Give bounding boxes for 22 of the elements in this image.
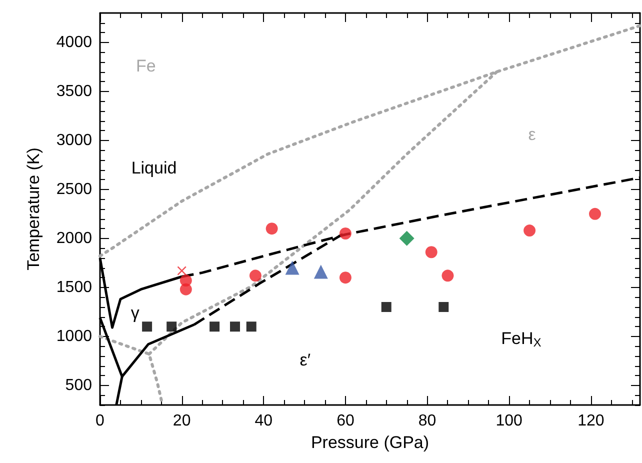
x-tick-label: 120 bbox=[578, 412, 604, 430]
annotation: Liquid bbox=[131, 158, 177, 178]
x-tick-label: 80 bbox=[418, 412, 436, 430]
annotation: γ bbox=[130, 303, 140, 322]
x-tick-label: 100 bbox=[496, 412, 523, 430]
annotation: Fe bbox=[136, 56, 156, 76]
y-axis-title: Temperature (K) bbox=[24, 148, 43, 270]
annotation: ε′ bbox=[300, 350, 311, 370]
x-tick-label: 40 bbox=[254, 412, 273, 430]
annotation: ε bbox=[528, 125, 536, 144]
y-tick-label: 3500 bbox=[56, 82, 92, 100]
y-tick-label: 500 bbox=[65, 376, 92, 394]
y-tick-label: 1000 bbox=[56, 328, 92, 345]
x-tick-label: 20 bbox=[172, 412, 191, 430]
x-tick-label: 60 bbox=[336, 412, 354, 430]
y-tick-label: 2000 bbox=[56, 230, 92, 247]
x-tick-label: 0 bbox=[96, 412, 105, 430]
y-tick-label: 4000 bbox=[56, 34, 92, 51]
y-tick-label: 1500 bbox=[56, 278, 92, 296]
x-axis-title: Pressure (GPa) bbox=[310, 432, 430, 452]
y-tick-label: 3000 bbox=[56, 132, 92, 149]
y-tick-label: 2500 bbox=[56, 180, 92, 198]
